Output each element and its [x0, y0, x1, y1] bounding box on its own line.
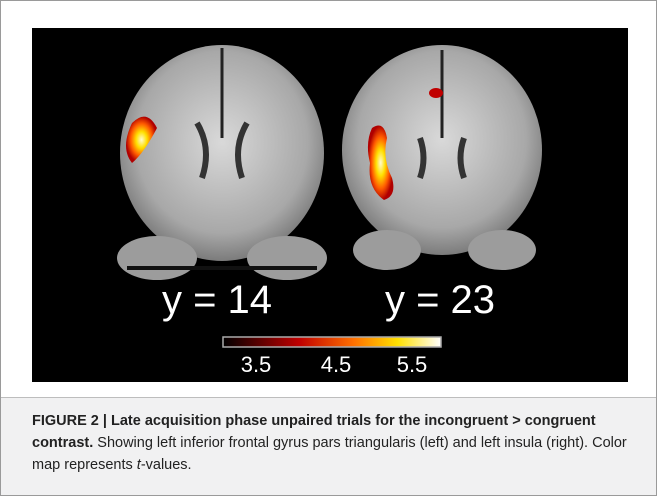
brain-slice-left [117, 45, 327, 280]
colorbar [223, 337, 441, 347]
brain-slice-right [342, 45, 542, 270]
page: y = 14 y = 23 3.5 4.5 5.5 FIGURE 2 | Lat… [0, 0, 657, 496]
caption: FIGURE 2 | Late acquisition phase unpair… [1, 397, 656, 496]
caption-body: Showing left inferior frontal gyrus pars… [32, 435, 627, 473]
activation [429, 88, 443, 98]
figure-image: y = 14 y = 23 3.5 4.5 5.5 [32, 28, 628, 382]
caption-text: FIGURE 2 | Late acquisition phase unpair… [32, 410, 632, 476]
colorbar-tick: 5.5 [397, 352, 428, 377]
image-background [32, 28, 628, 382]
slice-label: y = 23 [385, 278, 495, 322]
colorbar-tick: 4.5 [321, 352, 352, 377]
colorbar-tick: 3.5 [241, 352, 272, 377]
slice-label: y = 14 [162, 278, 272, 322]
caption-body: -values. [141, 457, 192, 473]
